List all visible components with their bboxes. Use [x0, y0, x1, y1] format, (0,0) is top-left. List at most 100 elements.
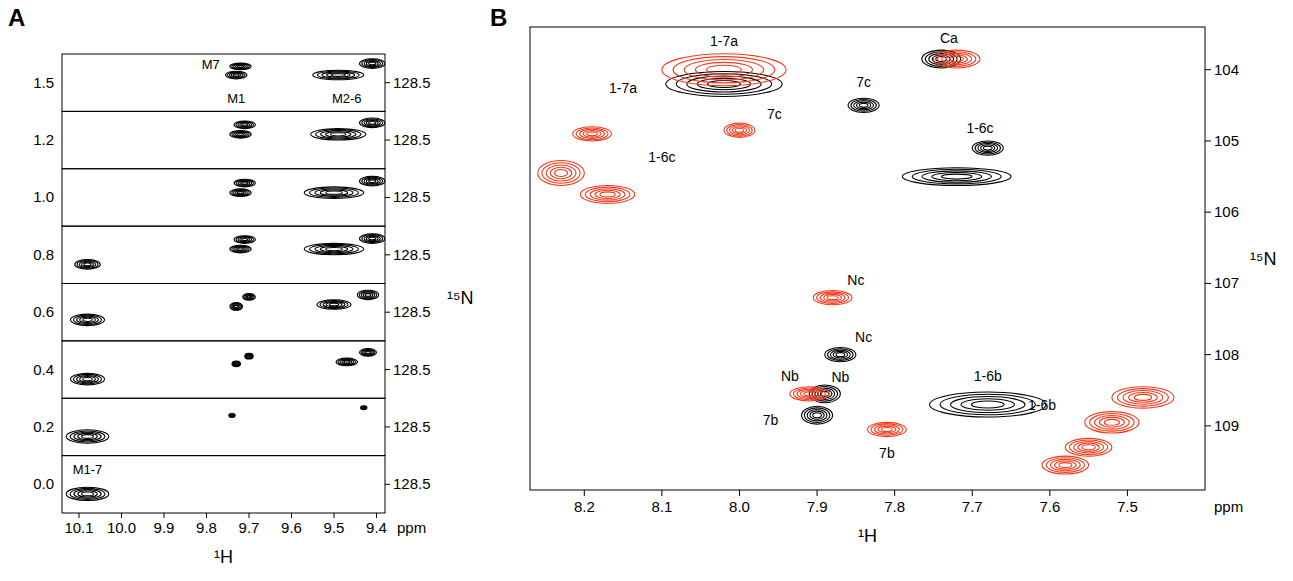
y-tick-label: 128.5 — [393, 246, 431, 263]
peak-contour — [234, 121, 255, 129]
peak-label: M7 — [202, 57, 220, 72]
x-tick-label: 7.7 — [962, 498, 983, 515]
y-tick — [385, 369, 390, 370]
peak-contour — [83, 318, 93, 321]
strip-label: 1.0 — [33, 188, 54, 205]
peak-contour — [817, 292, 849, 304]
peak-contour — [673, 57, 775, 83]
peak-contour — [942, 174, 972, 179]
strip-frame — [62, 341, 385, 398]
peak-contour — [366, 351, 371, 353]
peak-contour — [360, 234, 386, 244]
x-tick-label: 7.8 — [884, 498, 905, 515]
x-tick — [79, 513, 80, 518]
peak-contour — [585, 187, 630, 202]
peak-contour — [735, 128, 744, 132]
peak-contour — [1090, 414, 1135, 432]
peak-contour — [231, 415, 234, 417]
peak-contour — [240, 181, 250, 185]
peak-contour — [326, 247, 343, 250]
y-tick — [1205, 69, 1211, 70]
x-tick — [206, 513, 207, 518]
peak-contour — [902, 168, 1011, 186]
strip-frame — [62, 398, 385, 455]
peak-contour — [84, 263, 91, 266]
peak-contour — [246, 295, 252, 298]
peak-contour — [946, 55, 967, 63]
peak-contour — [248, 355, 250, 357]
peak-contour — [236, 180, 253, 186]
peak-contour — [310, 188, 359, 197]
peak-contour — [240, 238, 250, 242]
peak-contour — [311, 129, 366, 140]
peak-contour — [961, 399, 1015, 410]
peak-contour — [364, 61, 380, 67]
peak-contour — [828, 349, 853, 361]
peak-contour — [800, 391, 818, 398]
peak-contour — [666, 72, 782, 97]
peak-contour — [590, 189, 625, 200]
peak-contour — [932, 172, 982, 180]
peak-contour — [234, 190, 248, 195]
x-tick-label: 8.2 — [574, 498, 595, 515]
peak-contour — [240, 123, 250, 127]
peak-contour — [304, 243, 364, 254]
peak-contour — [1112, 387, 1174, 408]
peak-contour — [236, 191, 246, 195]
y-tick — [1205, 212, 1211, 213]
y-tick — [385, 140, 390, 141]
strip-peaks — [226, 59, 385, 80]
peak-contour — [1085, 412, 1139, 433]
strip-label: 0.6 — [33, 303, 54, 320]
peak-contour — [1099, 417, 1124, 427]
peak-contour — [235, 363, 237, 365]
y-tick-label: 107 — [1214, 274, 1239, 291]
peak-contour — [538, 161, 585, 186]
peak-contour — [230, 245, 251, 253]
strip-peaks — [71, 349, 377, 385]
peak-contour — [362, 407, 365, 409]
peak-contour — [315, 189, 353, 196]
peak-contour — [797, 389, 822, 398]
x-tick — [817, 490, 818, 496]
panel-letter: A — [8, 4, 25, 31]
peak-contour — [232, 246, 249, 252]
peak-contour — [1074, 442, 1104, 453]
y-tick — [1205, 283, 1211, 284]
peak-contour — [82, 492, 94, 496]
peak-contour — [1050, 459, 1080, 470]
peak-contour — [825, 348, 856, 362]
peak-contour — [362, 407, 366, 409]
x-tick — [661, 490, 662, 496]
peak-contour — [550, 167, 571, 178]
peak-contour — [366, 61, 378, 65]
peak-contour — [363, 407, 365, 408]
strip-label: 1.2 — [33, 131, 54, 148]
peak-contour — [77, 375, 99, 382]
peak-contour — [310, 244, 359, 253]
peak-label: 7b — [763, 412, 779, 428]
peak-contour — [344, 361, 350, 363]
x-tick-label: 7.5 — [1117, 498, 1138, 515]
peak-contour — [238, 181, 252, 186]
peak-contour — [922, 171, 992, 182]
peak-contour — [1129, 392, 1158, 402]
x-tick-label: 9.8 — [196, 519, 217, 536]
strip-label: 1.5 — [33, 74, 54, 91]
peak-contour — [555, 170, 568, 177]
peak-contour — [1042, 456, 1089, 474]
peak-contour — [233, 361, 240, 366]
peak-contour — [790, 387, 829, 401]
peak-contour — [244, 294, 254, 299]
peak-contour — [322, 72, 355, 78]
x-tick-label: 7.9 — [807, 498, 828, 515]
peak-contour — [369, 62, 376, 65]
peak-contour — [230, 63, 251, 70]
peak-contour — [74, 374, 102, 383]
peak-contour — [233, 74, 239, 76]
peak-contour — [793, 388, 825, 400]
strip-frame — [62, 226, 385, 283]
x-tick-label: 9.5 — [324, 519, 345, 536]
strip-frame — [62, 284, 385, 341]
peak-contour — [878, 426, 896, 433]
